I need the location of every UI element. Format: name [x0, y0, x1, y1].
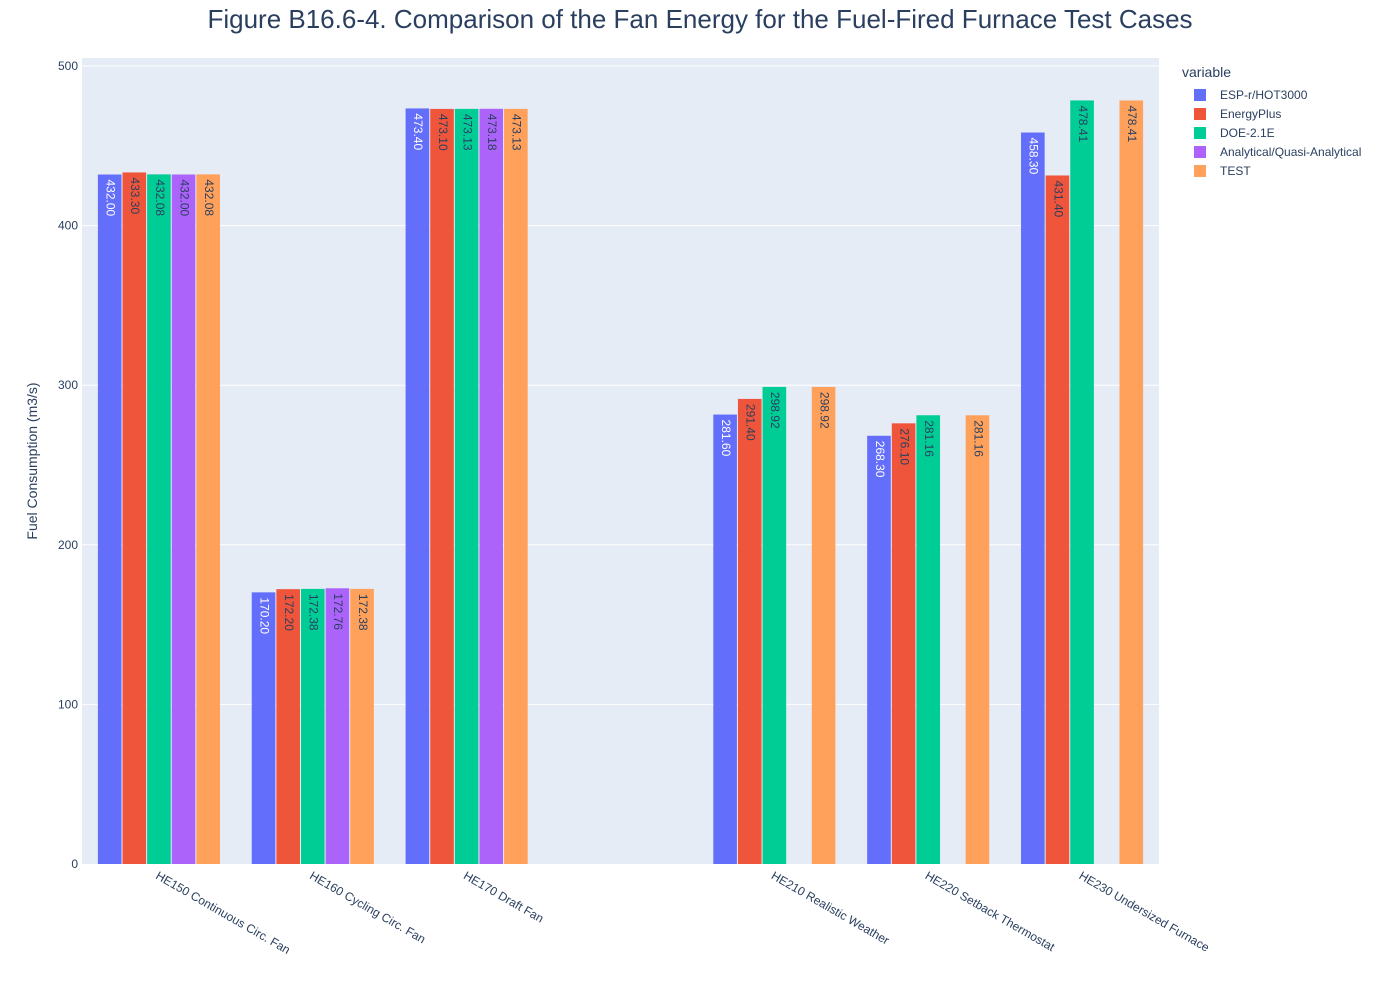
bar-value-label: 473.13	[460, 114, 474, 151]
bar-value-label: 432.08	[153, 179, 167, 216]
legend-label: Analytical/Quasi-Analytical	[1220, 144, 1362, 159]
bar[interactable]	[454, 108, 479, 864]
bar-value-label: 298.92	[817, 392, 831, 429]
chart-title: Figure B16.6-4. Comparison of the Fan En…	[207, 4, 1193, 34]
x-tick-label: HE160 Cycling Circ. Fan	[307, 868, 428, 946]
bar-value-label: 478.41	[1125, 105, 1139, 142]
bar-labels: 432.00 170.20 473.40 281.60 268.30 458.30 433.…	[104, 105, 1140, 634]
legend-item[interactable]: Analytical/Quasi-Analytical	[1182, 142, 1361, 161]
y-tick-label: 100	[58, 697, 78, 711]
bar-value-label: 432.00	[104, 180, 118, 217]
bar[interactable]	[504, 108, 528, 864]
y-tick-label: 500	[58, 59, 78, 73]
bars[interactable]	[97, 100, 1144, 865]
bar[interactable]	[1045, 175, 1070, 865]
bar[interactable]	[196, 174, 220, 865]
bar[interactable]	[965, 415, 990, 864]
bar-value-label: 172.20	[282, 594, 296, 631]
legend-swatch	[1194, 88, 1206, 101]
bar[interactable]	[122, 172, 147, 864]
legend-item[interactable]: ESP-r/HOT3000	[1182, 85, 1361, 104]
bar[interactable]	[276, 589, 300, 864]
y-tick-label: 400	[58, 219, 78, 233]
bar-value-label: 432.08	[202, 179, 216, 216]
bar[interactable]	[762, 386, 787, 864]
bar-value-label: 298.92	[768, 392, 782, 429]
bar[interactable]	[251, 592, 276, 864]
legend-swatch	[1194, 107, 1206, 120]
bar[interactable]	[737, 398, 762, 864]
bar[interactable]	[405, 108, 430, 864]
bar-value-label: 281.16	[971, 420, 985, 457]
bar-value-label: 291.40	[744, 404, 758, 441]
bar[interactable]	[713, 414, 737, 864]
legend-label: ESP-r/HOT3000	[1220, 87, 1308, 102]
bar[interactable]	[171, 174, 196, 865]
x-tick-label: HE220 Setback Thermostat	[923, 868, 1058, 954]
bar-value-label: 458.30	[1027, 138, 1041, 175]
y-tick-label: 0	[71, 857, 78, 871]
x-axis-ticks: HE150 Continuous Circ. Fan HE160 Cycling …	[153, 868, 1212, 956]
bar-value-label: 473.10	[436, 114, 450, 151]
bar[interactable]	[916, 415, 941, 864]
bar-value-label: 281.60	[719, 420, 733, 457]
bar[interactable]	[1021, 132, 1045, 865]
bar-value-label: 473.18	[485, 114, 499, 151]
x-tick-label: HE230 Undersized Furnace	[1077, 868, 1213, 954]
bar-value-label: 473.13	[510, 114, 524, 151]
y-tick-label: 200	[58, 538, 78, 552]
legend-title: variable	[1182, 64, 1232, 80]
bar[interactable]	[1070, 100, 1094, 864]
legend-item[interactable]: DOE-2.1E	[1182, 123, 1361, 142]
legend-swatch	[1194, 145, 1206, 158]
legend-label: TEST	[1220, 163, 1251, 178]
bar-value-label: 281.16	[922, 420, 936, 457]
x-tick-label: HE210 Realistic Weather	[769, 868, 892, 947]
bar[interactable]	[811, 386, 836, 864]
bar-value-label: 478.41	[1076, 105, 1090, 142]
bar[interactable]	[479, 108, 504, 864]
legend-swatch	[1194, 126, 1206, 139]
x-tick-label: HE150 Continuous Circ. Fan	[153, 868, 292, 956]
legend: variable ESP-r/HOT3000 EnergyPlus DOE-2.1E…	[1182, 64, 1361, 180]
bar-value-label: 172.76	[331, 593, 345, 630]
y-axis-ticks: 0 100 200 300 400 500	[58, 59, 78, 871]
bar-value-label: 432.00	[177, 180, 191, 217]
bar[interactable]	[147, 174, 171, 865]
bar-value-label: 172.38	[307, 594, 321, 631]
legend-swatch	[1194, 164, 1206, 177]
bar-value-label: 431.40	[1051, 180, 1065, 217]
bar[interactable]	[430, 108, 454, 864]
bar-value-label: 172.38	[356, 594, 370, 631]
bar[interactable]	[891, 423, 916, 864]
bar[interactable]	[350, 588, 374, 864]
plot-background	[82, 58, 1159, 864]
legend-item[interactable]: TEST	[1182, 161, 1361, 180]
legend-label: DOE-2.1E	[1220, 125, 1275, 140]
bar[interactable]	[867, 435, 891, 864]
bar[interactable]	[1119, 100, 1144, 864]
x-tick-label: HE170 Draft Fan	[461, 868, 546, 925]
bar[interactable]	[97, 174, 122, 865]
bar-value-label: 170.20	[257, 597, 271, 634]
bar[interactable]	[300, 588, 325, 864]
y-axis-label: Fuel Consumption (m3/s)	[24, 382, 40, 539]
legend-label: EnergyPlus	[1220, 106, 1282, 121]
legend-item[interactable]: EnergyPlus	[1182, 104, 1361, 123]
bar[interactable]	[325, 588, 350, 864]
bar-value-label: 268.30	[873, 441, 887, 478]
y-tick-label: 300	[58, 378, 78, 392]
bar-value-label: 473.40	[411, 113, 425, 150]
bar-value-label: 433.30	[128, 177, 142, 214]
bar-value-label: 276.10	[897, 428, 911, 465]
